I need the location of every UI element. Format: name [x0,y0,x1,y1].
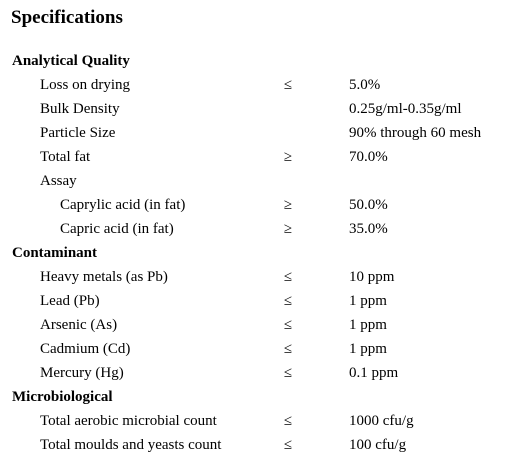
section-header-contaminant: Contaminant [0,241,518,265]
spec-operator: ≤ [283,413,293,429]
section-title: Analytical Quality [12,53,130,69]
spec-row-total-moulds-and-yeasts-count: Total moulds and yeasts count ≤100 cfu/g [0,433,518,457]
spec-row-arsenic-as: Arsenic (As) ≤1 ppm [0,313,518,337]
section-header-microbiological: Microbiological [0,385,518,409]
spec-operator: ≤ [283,437,293,453]
spec-row-loss-on-drying: Loss on drying ≤5.0% [0,73,518,97]
page-title: Specifications [11,7,123,28]
spec-row-bulk-density: Bulk Density 0.25g/ml-0.35g/ml [0,97,518,121]
spec-value: 10 ppm [349,269,395,285]
spec-value: 1 ppm [349,293,387,309]
spec-operator: ≥ [283,197,293,213]
spec-value: 70.0% [349,149,388,165]
spec-operator: ≥ [283,221,293,237]
spec-operator: ≤ [283,317,293,333]
spec-value: 1000 cfu/g [349,413,414,429]
spec-operator: ≤ [283,77,293,93]
spec-label: Particle Size [40,125,116,141]
spec-label: Total fat [40,149,91,165]
spec-label: Lead (Pb) [40,293,100,309]
spec-operator: ≤ [283,365,293,381]
spec-label: Assay [40,173,77,189]
section-title: Contaminant [12,245,98,261]
spec-row-mercury-hg: Mercury (Hg) ≤0.1 ppm [0,361,518,385]
spec-value: 0.1 ppm [349,365,399,381]
spec-label: Capric acid (in fat) [60,221,174,237]
spec-row-assay: Assay [0,169,518,193]
spec-row-particle-size: Particle Size 90% through 60 mesh [0,121,518,145]
spec-operator: ≤ [283,341,293,357]
spec-value: 35.0% [349,221,388,237]
spec-row-caprylic-acid-in-fat: Caprylic acid (in fat) ≥50.0% [0,193,518,217]
spec-value: 50.0% [349,197,388,213]
spec-label: Total moulds and yeasts count [40,437,222,453]
spec-label: Bulk Density [40,101,120,117]
section-header-analytical-quality: Analytical Quality [0,49,518,73]
spec-label: Mercury (Hg) [40,365,124,381]
spec-label: Loss on drying [40,77,130,93]
section-title: Microbiological [12,389,113,405]
spec-value: 0.25g/ml-0.35g/ml [349,101,462,117]
spec-value: 5.0% [349,77,381,93]
spec-row-cadmium-cd: Cadmium (Cd) ≤1 ppm [0,337,518,361]
spec-operator: ≥ [283,149,293,165]
spec-operator: ≤ [283,293,293,309]
spec-value: 90% through 60 mesh [349,125,482,141]
spec-value: 100 cfu/g [349,437,407,453]
spec-label: Caprylic acid (in fat) [60,197,186,213]
spec-label: Cadmium (Cd) [40,341,131,357]
spec-value: 1 ppm [349,341,387,357]
spec-row-total-aerobic-microbial-count: Total aerobic microbial count ≤1000 cfu/g [0,409,518,433]
spec-label: Heavy metals (as Pb) [40,269,168,285]
spec-label: Arsenic (As) [40,317,118,333]
spec-label: Total aerobic microbial count [40,413,217,429]
spec-row-heavy-metals-as-pb: Heavy metals (as Pb) ≤10 ppm [0,265,518,289]
spec-row-total-fat: Total fat ≥70.0% [0,145,518,169]
specifications-table: Analytical Quality Loss on drying ≤5.0% Bul… [0,49,518,457]
spec-operator: ≤ [283,269,293,285]
spec-value: 1 ppm [349,317,387,333]
spec-row-lead-pb: Lead (Pb) ≤1 ppm [0,289,518,313]
spec-row-capric-acid-in-fat: Capric acid (in fat) ≥35.0% [0,217,518,241]
